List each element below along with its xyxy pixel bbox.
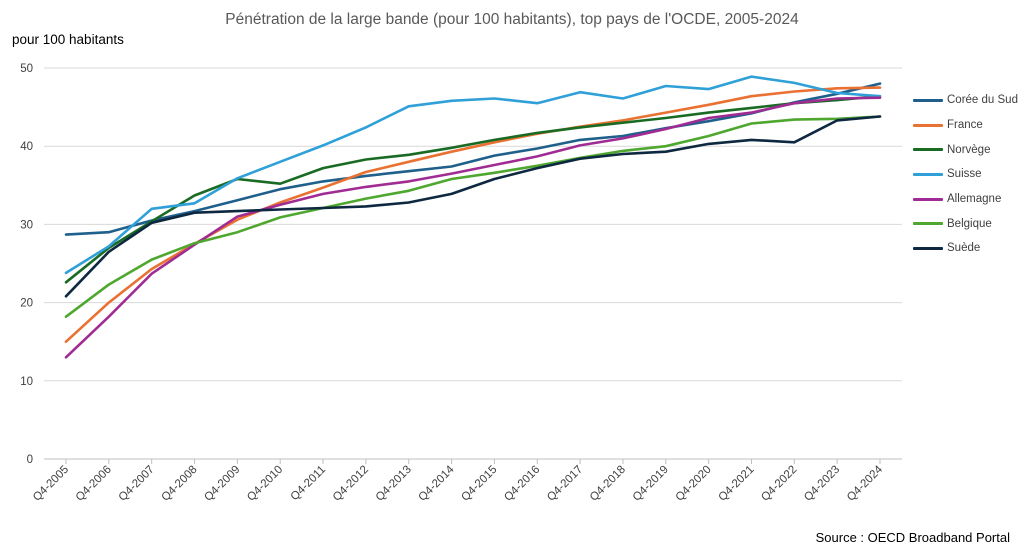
gridlines <box>44 67 902 460</box>
legend-item: Allemagne <box>913 187 1018 212</box>
chart-title: Pénétration de la large bande (pour 100 … <box>225 11 799 28</box>
x-tick-label: Q4-2012 <box>331 464 371 504</box>
y-axis-ticks: 0 10 20 30 40 50 <box>20 63 33 466</box>
x-tick-label: Q4-2014 <box>417 463 458 504</box>
legend-item: Belgique <box>913 211 1018 236</box>
legend-label: Belgique <box>947 217 992 230</box>
x-tick-label: Q4-2008 <box>160 464 200 504</box>
legend-item: Corée du Sud <box>913 88 1018 113</box>
x-tick-label: Q4-2021 <box>716 464 756 504</box>
legend-item: Suède <box>913 236 1018 261</box>
x-tick-label: Q4-2009 <box>202 464 242 504</box>
legend-label: France <box>947 119 983 132</box>
y-axis-label: pour 100 habitants <box>12 32 124 47</box>
legend-label: Suisse <box>947 168 982 181</box>
x-tick-label: Q4-2011 <box>289 464 329 504</box>
x-axis-ticks: Q4-2005 Q4-2006 Q4-2007 Q4-2008 Q4-2009 Q4-20… <box>31 459 886 504</box>
x-tick-label: Q4-2022 <box>759 464 799 504</box>
y-tick-label: 20 <box>20 298 33 310</box>
y-tick-label: 40 <box>20 141 33 153</box>
source-note: Source : OECD Broadband Portal <box>815 530 1010 545</box>
series-line-norvège <box>64 94 882 284</box>
x-tick-label: Q4-2013 <box>374 464 414 504</box>
y-tick-label: 50 <box>20 63 33 75</box>
x-tick-label: Q4-2019 <box>631 464 671 504</box>
x-tick-label: Q4-2015 <box>459 464 499 504</box>
legend-swatch <box>913 222 943 226</box>
x-tick-label: Q4-2024 <box>845 463 886 504</box>
x-tick-label: Q4-2007 <box>117 464 157 504</box>
series-lines <box>64 75 882 359</box>
y-tick-label: 0 <box>27 454 33 466</box>
legend-label: Norvège <box>947 143 991 156</box>
x-tick-label: Q4-2016 <box>502 464 542 504</box>
x-tick-label: Q4-2020 <box>674 464 714 504</box>
legend-item: Norvège <box>913 137 1018 162</box>
x-tick-label: Q4-2006 <box>74 464 114 504</box>
x-tick-label: Q4-2017 <box>545 464 585 504</box>
series-line-suisse <box>64 75 882 275</box>
series-line-allemagne <box>64 96 882 359</box>
legend-swatch <box>913 123 943 127</box>
legend-swatch <box>913 148 943 152</box>
legend-swatch <box>913 98 943 102</box>
legend: Corée du Sud France Norvège Suisse Allemagne… <box>913 88 1018 261</box>
x-tick-label: Q4-2010 <box>245 464 285 504</box>
x-tick-label: Q4-2018 <box>588 464 628 504</box>
y-tick-label: 10 <box>20 376 33 388</box>
x-tick-label: Q4-2023 <box>802 464 842 504</box>
series-line-belgique <box>64 115 882 319</box>
series-line-suède <box>64 115 882 298</box>
legend-label: Suède <box>947 242 981 255</box>
legend-swatch <box>913 246 943 250</box>
legend-item: France <box>913 113 1018 138</box>
y-tick-label: 30 <box>20 219 33 231</box>
x-tick-label: Q4-2005 <box>31 464 71 504</box>
legend-label: Corée du Sud <box>947 94 1018 107</box>
legend-swatch <box>913 197 943 201</box>
legend-item: Suisse <box>913 162 1018 187</box>
legend-label: Allemagne <box>947 193 1002 206</box>
legend-swatch <box>913 172 943 176</box>
